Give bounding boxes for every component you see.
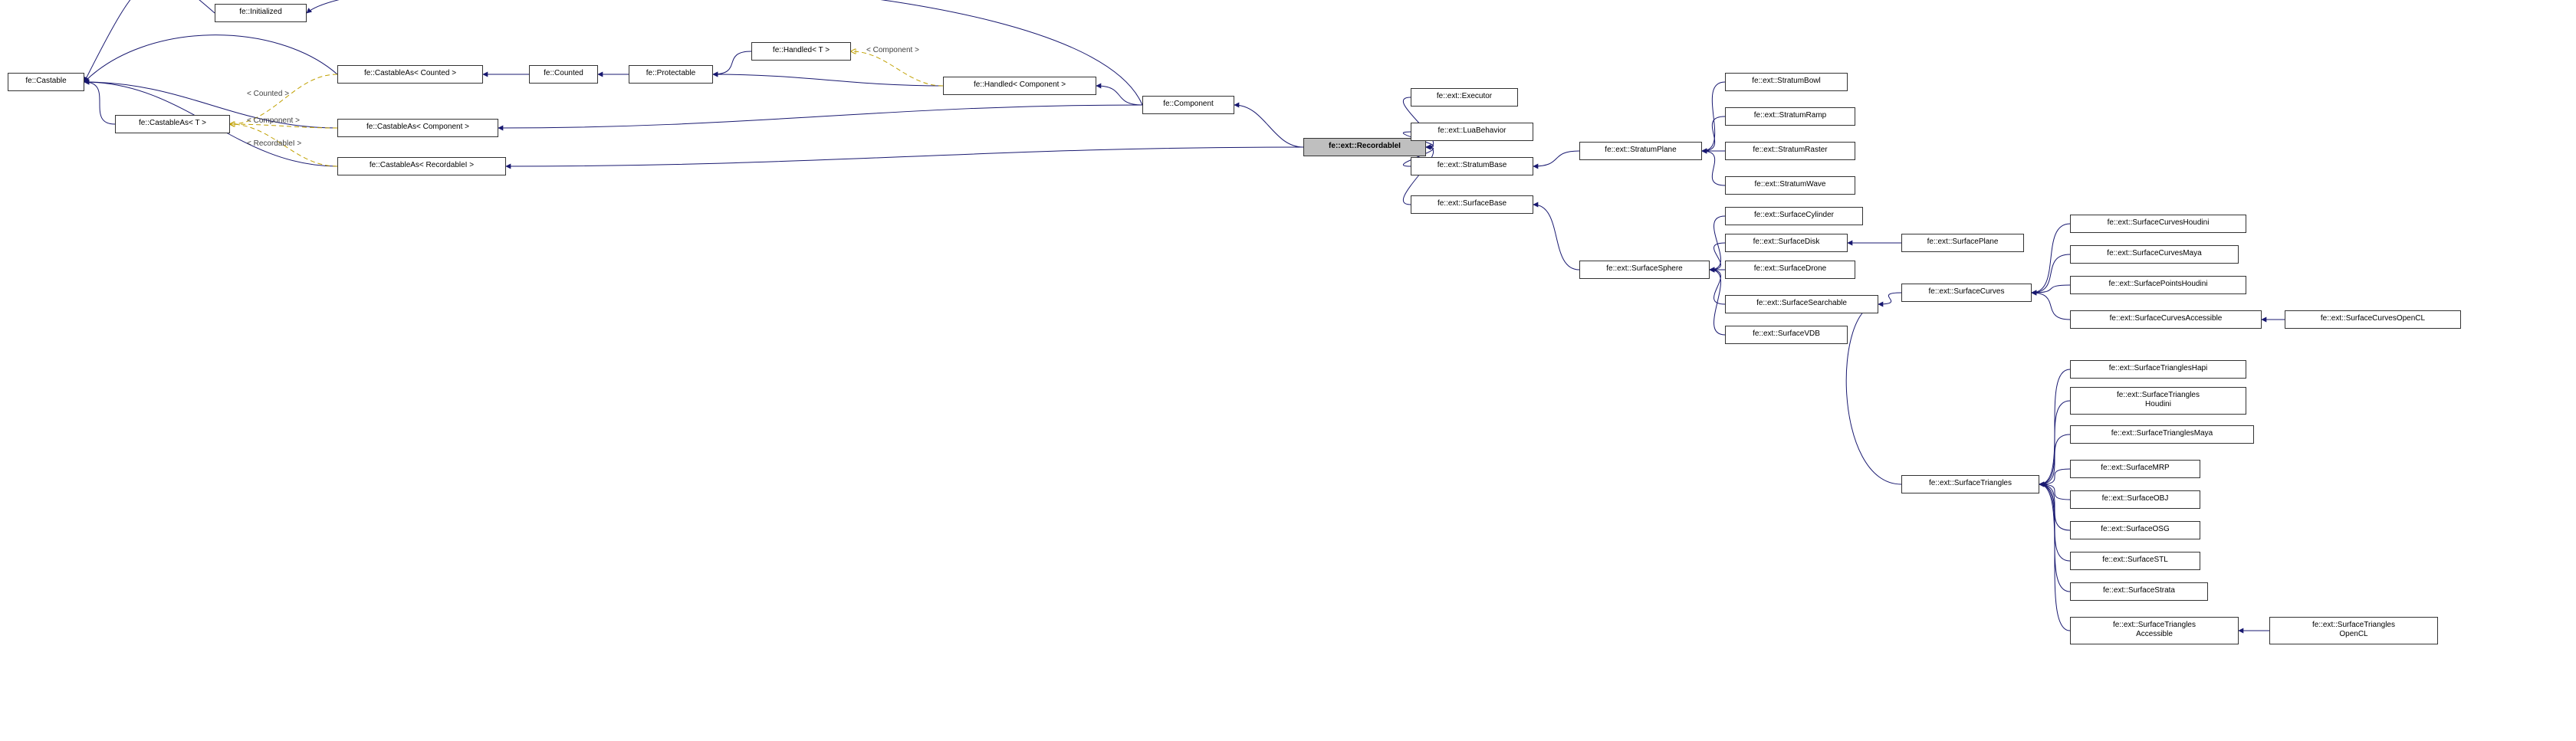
node-surfacesearch[interactable]: fe::ext::SurfaceSearchable bbox=[1725, 295, 1878, 313]
node-stOpenCL[interactable]: fe::ext::SurfaceTrianglesOpenCL bbox=[2269, 617, 2438, 644]
edge-stratumplane-to-stratumbase bbox=[1533, 151, 1579, 166]
edge-surfacesearch-to-surfacesphere bbox=[1710, 270, 1725, 304]
edge-handledComp-to-protectable bbox=[713, 74, 943, 86]
node-stratumbase[interactable]: fe::ext::StratumBase bbox=[1411, 157, 1533, 175]
template-label: < Component > bbox=[866, 46, 919, 54]
node-initialized[interactable]: fe::Initialized bbox=[215, 4, 307, 22]
edge-scAccessible-to-surfacecurves bbox=[2032, 293, 2070, 320]
edge-castableAsCounted-to-castable bbox=[84, 35, 337, 82]
edge-stratumwave-to-stratumplane bbox=[1702, 151, 1725, 185]
node-castableAsRec[interactable]: fe::CastableAs< RecordableI > bbox=[337, 157, 506, 175]
node-counted[interactable]: fe::Counted bbox=[529, 65, 598, 84]
edge-stAccessible-to-surfacetriangles bbox=[2039, 484, 2070, 631]
edge-component-to-castableAsComp bbox=[498, 105, 1142, 128]
edge-scHoudini-to-surfacecurves bbox=[2032, 224, 2070, 293]
node-castableAsCounted[interactable]: fe::CastableAs< Counted > bbox=[337, 65, 483, 84]
node-recordablei[interactable]: fe::ext::RecordableI bbox=[1303, 138, 1426, 156]
node-stMaya[interactable]: fe::ext::SurfaceTrianglesMaya bbox=[2070, 425, 2254, 444]
edge-surfacedisk-to-surfacesphere bbox=[1710, 243, 1725, 270]
node-stratumbowl[interactable]: fe::ext::StratumBowl bbox=[1725, 73, 1848, 91]
node-scHoudini[interactable]: fe::ext::SurfaceCurvesHoudini bbox=[2070, 215, 2246, 233]
edge-stHoudini-to-surfacetriangles bbox=[2039, 401, 2070, 484]
edge-scMaya-to-surfacecurves bbox=[2032, 254, 2070, 293]
edge-sStrata-to-surfacetriangles bbox=[2039, 484, 2070, 592]
node-stAccessible[interactable]: fe::ext::SurfaceTrianglesAccessible bbox=[2070, 617, 2239, 644]
node-stHoudini[interactable]: fe::ext::SurfaceTrianglesHoudini bbox=[2070, 387, 2246, 415]
edge-sOBJ-to-surfacetriangles bbox=[2039, 484, 2070, 500]
edge-castableAsT-to-castable bbox=[84, 82, 115, 124]
node-castableAsT[interactable]: fe::CastableAs< T > bbox=[115, 115, 230, 133]
node-surfacecurves[interactable]: fe::ext::SurfaceCurves bbox=[1901, 284, 2032, 302]
node-surfacecylinder[interactable]: fe::ext::SurfaceCylinder bbox=[1725, 207, 1863, 225]
edge-initialized-to-castable bbox=[84, 0, 215, 82]
edge-handledComp-to-handledT bbox=[851, 51, 943, 86]
node-stratumramp[interactable]: fe::ext::StratumRamp bbox=[1725, 107, 1855, 126]
edge-surfacecylinder-to-surfacesphere bbox=[1710, 216, 1725, 270]
node-stHapi[interactable]: fe::ext::SurfaceTrianglesHapi bbox=[2070, 360, 2246, 379]
diagram-canvas: { "viewport": { "w": 3360, "h": 967 }, "… bbox=[0, 0, 2576, 741]
node-executor[interactable]: fe::ext::Executor bbox=[1411, 88, 1518, 107]
edge-stMaya-to-surfacetriangles bbox=[2039, 434, 2070, 484]
node-sOSG[interactable]: fe::ext::SurfaceOSG bbox=[2070, 521, 2200, 539]
template-label: < RecordableI > bbox=[247, 139, 301, 148]
edge-surfacesphere-to-surfacebase bbox=[1533, 205, 1579, 270]
node-handledT[interactable]: fe::Handled< T > bbox=[751, 42, 851, 61]
node-scAccessible[interactable]: fe::ext::SurfaceCurvesAccessible bbox=[2070, 310, 2262, 329]
node-stratumwave[interactable]: fe::ext::StratumWave bbox=[1725, 176, 1855, 195]
node-stratumplane[interactable]: fe::ext::StratumPlane bbox=[1579, 142, 1702, 160]
node-spHoudini[interactable]: fe::ext::SurfacePointsHoudini bbox=[2070, 276, 2246, 294]
node-sOBJ[interactable]: fe::ext::SurfaceOBJ bbox=[2070, 490, 2200, 509]
node-surfaceplane[interactable]: fe::ext::SurfacePlane bbox=[1901, 234, 2024, 252]
edge-component-to-handledComp bbox=[1096, 86, 1142, 105]
edge-surfacetriangles-to-surfacesearch bbox=[1846, 304, 1901, 484]
node-surfacebase[interactable]: fe::ext::SurfaceBase bbox=[1411, 195, 1533, 214]
node-scOpenCL[interactable]: fe::ext::SurfaceCurvesOpenCL bbox=[2285, 310, 2461, 329]
node-surfacedrone[interactable]: fe::ext::SurfaceDrone bbox=[1725, 261, 1855, 279]
node-handledComp[interactable]: fe::Handled< Component > bbox=[943, 77, 1096, 95]
node-protectable[interactable]: fe::Protectable bbox=[629, 65, 713, 84]
edge-sOSG-to-surfacetriangles bbox=[2039, 484, 2070, 530]
edge-handledT-to-protectable bbox=[713, 51, 751, 74]
node-surfacedisk[interactable]: fe::ext::SurfaceDisk bbox=[1725, 234, 1848, 252]
node-castable[interactable]: fe::Castable bbox=[8, 73, 84, 91]
node-scMaya[interactable]: fe::ext::SurfaceCurvesMaya bbox=[2070, 245, 2239, 264]
node-castableAsComp[interactable]: fe::CastableAs< Component > bbox=[337, 119, 498, 137]
edge-spHoudini-to-surfacecurves bbox=[2032, 285, 2070, 293]
node-component[interactable]: fe::Component bbox=[1142, 96, 1234, 114]
node-surfacevdb[interactable]: fe::ext::SurfaceVDB bbox=[1725, 326, 1848, 344]
edge-sMRP-to-surfacetriangles bbox=[2039, 469, 2070, 484]
node-sSTL[interactable]: fe::ext::SurfaceSTL bbox=[2070, 552, 2200, 570]
node-sMRP[interactable]: fe::ext::SurfaceMRP bbox=[2070, 460, 2200, 478]
edge-recordablei-to-castableAsRec bbox=[506, 147, 1303, 166]
node-sStrata[interactable]: fe::ext::SurfaceStrata bbox=[2070, 582, 2208, 601]
node-surfacetriangles[interactable]: fe::ext::SurfaceTriangles bbox=[1901, 475, 2039, 493]
template-label: < Component > bbox=[247, 116, 300, 125]
edge-surfacecurves-to-surfacesearch bbox=[1878, 293, 1901, 304]
node-surfacesphere[interactable]: fe::ext::SurfaceSphere bbox=[1579, 261, 1710, 279]
edge-surfacevdb-to-surfacesphere bbox=[1710, 270, 1725, 335]
edge-sSTL-to-surfacetriangles bbox=[2039, 484, 2070, 561]
edge-recordablei-to-component bbox=[1234, 105, 1303, 147]
edge-stratumbowl-to-stratumplane bbox=[1702, 82, 1725, 151]
edge-stratumramp-to-stratumplane bbox=[1702, 116, 1725, 151]
edge-stHapi-to-surfacetriangles bbox=[2039, 369, 2070, 484]
node-stratumraster[interactable]: fe::ext::StratumRaster bbox=[1725, 142, 1855, 160]
template-label: < Counted > bbox=[247, 90, 289, 98]
node-luabehavior[interactable]: fe::ext::LuaBehavior bbox=[1411, 123, 1533, 141]
